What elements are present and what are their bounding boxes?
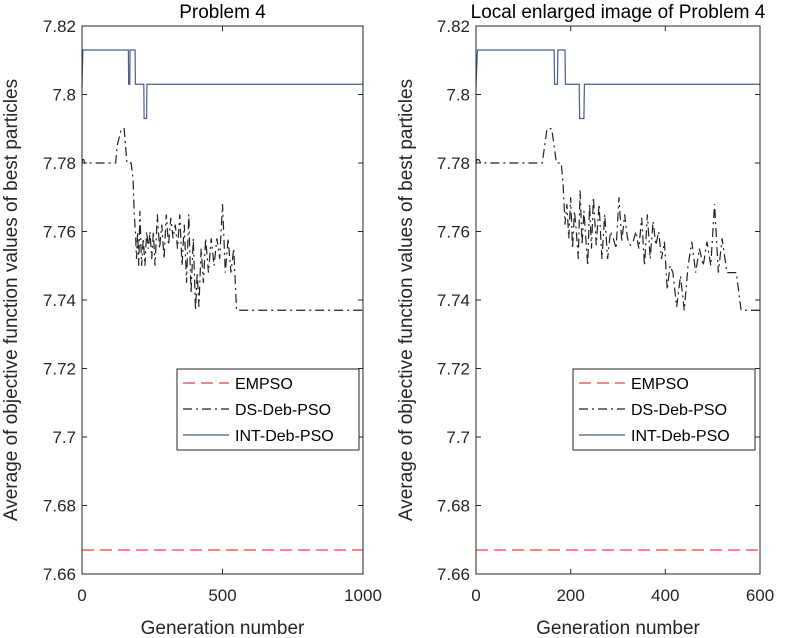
legend: EMPSO DS-Deb-PSO INT-Deb-PSO bbox=[176, 368, 360, 451]
legend-label-int-deb-pso: INT-Deb-PSO bbox=[235, 428, 334, 445]
y-tick-label: 7.74 bbox=[437, 291, 470, 310]
x-axis-label: Generation number bbox=[141, 618, 305, 638]
chart-panel-1: 7.66 7.68 7.7 7.72 7.74 7.76 7.78 7.8 7.82 0 500 10… bbox=[1, 2, 382, 638]
y-tick-label: 7.82 bbox=[43, 17, 76, 36]
x-tick-label: 600 bbox=[746, 586, 774, 605]
y-axis-label: Average of objective function values of … bbox=[1, 79, 22, 521]
series-line-ds-deb-pso bbox=[81, 128, 363, 311]
legend-label-ds-deb-pso: DS-Deb-PSO bbox=[631, 402, 727, 419]
x-tick-label: 200 bbox=[556, 586, 584, 605]
chart-title: Problem 4 bbox=[179, 2, 266, 23]
y-tick-label: 7.7 bbox=[52, 428, 76, 447]
y-tick-label: 7.76 bbox=[43, 223, 76, 242]
chart-panel-2: 7.66 7.68 7.7 7.72 7.74 7.76 7.78 7.8 7.82 0 200 40… bbox=[396, 2, 774, 638]
legend-label-empso: EMPSO bbox=[631, 376, 689, 393]
y-tick-label: 7.72 bbox=[437, 360, 470, 379]
series-line-int-deb-pso bbox=[475, 49, 760, 120]
series-line-int-deb-pso bbox=[81, 49, 363, 120]
legend-label-int-deb-pso: INT-Deb-PSO bbox=[631, 428, 730, 445]
y-tick-label: 7.76 bbox=[437, 223, 470, 242]
y-tick-label: 7.7 bbox=[446, 428, 470, 447]
y-tick-label: 7.68 bbox=[43, 497, 76, 516]
x-tick-label: 0 bbox=[77, 586, 86, 605]
y-axis-label: Average of objective function values of … bbox=[396, 79, 417, 521]
plot-area bbox=[82, 26, 363, 574]
y-tick-label: 7.74 bbox=[43, 291, 76, 310]
y-tick-label: 7.66 bbox=[437, 565, 470, 584]
x-tick-label: 0 bbox=[471, 586, 480, 605]
legend-label-empso: EMPSO bbox=[235, 376, 293, 393]
y-tick-label: 7.78 bbox=[43, 154, 76, 173]
y-tick-label: 7.72 bbox=[43, 360, 76, 379]
x-tick-label: 1000 bbox=[344, 586, 382, 605]
series-line-ds-deb-pso bbox=[475, 128, 760, 311]
legend: EMPSO DS-Deb-PSO INT-Deb-PSO bbox=[572, 368, 756, 451]
y-tick-label: 7.68 bbox=[437, 497, 470, 516]
plot-area bbox=[476, 26, 760, 574]
y-tick-label: 7.78 bbox=[437, 154, 470, 173]
x-tick-label: 400 bbox=[651, 586, 679, 605]
y-tick-label: 7.8 bbox=[446, 86, 470, 105]
legend-label-ds-deb-pso: DS-Deb-PSO bbox=[235, 402, 331, 419]
x-tick-label: 500 bbox=[208, 586, 236, 605]
chart-title: Local enlarged image of Problem 4 bbox=[471, 2, 766, 23]
x-axis-label: Generation number bbox=[536, 618, 700, 638]
y-tick-label: 7.82 bbox=[437, 17, 470, 36]
y-tick-label: 7.66 bbox=[43, 565, 76, 584]
y-tick-label: 7.8 bbox=[52, 86, 76, 105]
